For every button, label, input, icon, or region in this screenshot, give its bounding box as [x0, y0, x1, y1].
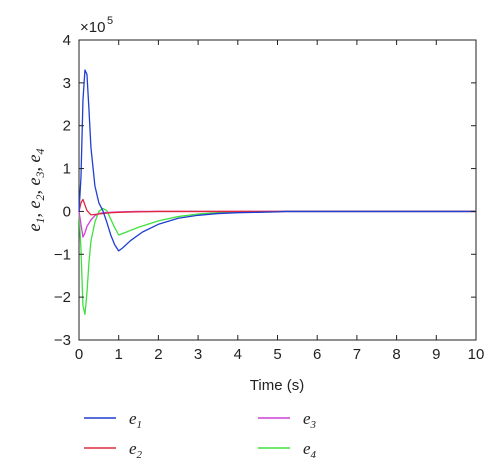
x-tick-label: 0 — [75, 346, 83, 363]
x-tick-label: 4 — [234, 346, 242, 363]
multiplier-base: ×10 — [80, 19, 105, 36]
x-tick-label: 5 — [273, 346, 281, 363]
y-tick-label: 1 — [63, 161, 71, 178]
x-tick-label: 10 — [468, 346, 485, 363]
series-line-e2 — [78, 198, 476, 216]
axis-multiplier: ×10 5 — [80, 15, 113, 36]
y-axis-label: e1, e2, e3, e4 — [24, 149, 47, 232]
tick-layer: 0 1 2 3 4 5 6 7 8 9 10 −3 −2 −1 0 1 2 3 4 — [54, 32, 484, 363]
legend-label-e4: e4 — [303, 439, 317, 461]
x-tick-label: 7 — [353, 346, 361, 363]
x-tick-label: 9 — [432, 346, 440, 363]
x-tick-label: 8 — [392, 346, 400, 363]
legend: e1 e2 e3 e4 — [84, 409, 317, 461]
x-tick-label: 2 — [154, 346, 162, 363]
y-tick-label: −1 — [54, 246, 71, 263]
legend-label-e2: e2 — [129, 439, 143, 461]
y-tick-label: 0 — [63, 203, 71, 220]
x-axis-label: Time (s) — [250, 377, 304, 394]
plot-area — [78, 39, 477, 341]
legend-label-e3: e3 — [303, 409, 317, 431]
x-tick-label: 6 — [313, 346, 321, 363]
x-tick-label: 3 — [194, 346, 202, 363]
y-tick-label: −3 — [54, 332, 71, 349]
y-tick-label: 4 — [63, 32, 71, 49]
x-tick-label: 1 — [115, 346, 123, 363]
series-line-e1 — [78, 69, 476, 252]
y-tick-label: −2 — [54, 289, 71, 306]
series-layer — [78, 69, 476, 315]
y-tick-label: 2 — [63, 118, 71, 135]
y-tick-label: 3 — [63, 75, 71, 92]
multiplier-exponent: 5 — [107, 15, 113, 27]
legend-label-e1: e1 — [129, 409, 142, 431]
